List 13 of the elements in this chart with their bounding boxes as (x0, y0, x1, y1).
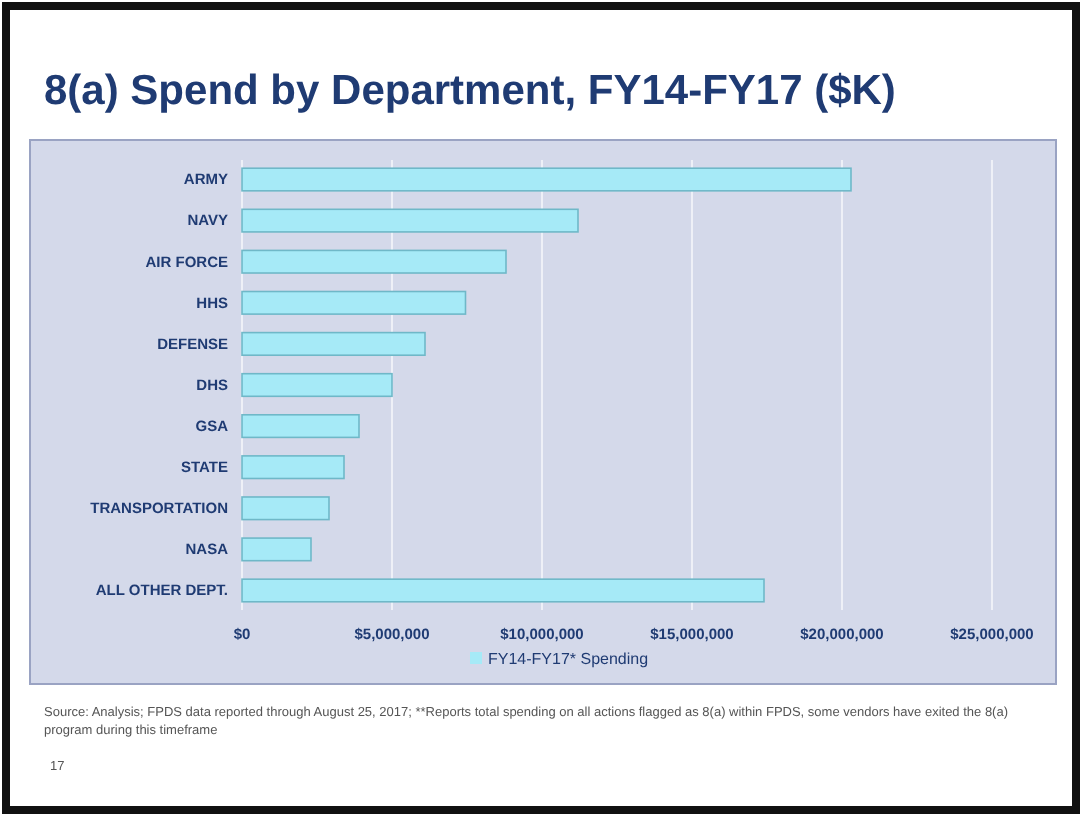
bar (241, 331, 426, 356)
chart-title: 8(a) Spend by Department, FY14-FY17 ($K) (44, 68, 896, 114)
bar (241, 455, 345, 480)
bar (241, 167, 852, 192)
bar (241, 372, 393, 398)
bar (241, 290, 467, 315)
bar (241, 413, 360, 439)
bar (241, 578, 765, 603)
bar (241, 208, 579, 233)
bar (241, 537, 312, 562)
legend-label: FY14-FY17* Spending (488, 650, 649, 668)
bar (241, 249, 507, 274)
bar (241, 496, 330, 521)
